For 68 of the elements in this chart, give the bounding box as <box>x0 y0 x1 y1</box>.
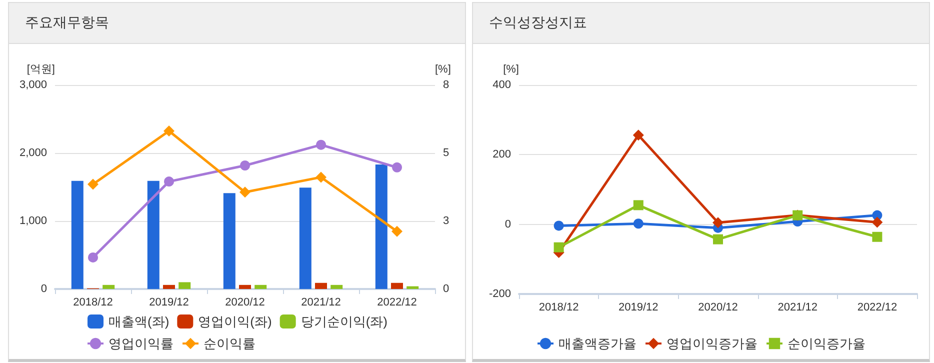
y-tick-label: 200 <box>492 148 511 161</box>
bar <box>178 282 191 289</box>
point <box>632 130 644 141</box>
x-tick-label: 2018/12 <box>73 296 113 308</box>
legend-label: 영업이익률 <box>108 336 174 351</box>
bar <box>163 284 175 289</box>
point <box>872 216 883 228</box>
bar <box>299 188 312 289</box>
legend-label: 순이익률 <box>204 336 256 351</box>
point <box>316 172 326 183</box>
y2-tick-label: 5 <box>443 147 450 159</box>
chart-title: 수익성장성지표 <box>473 3 929 44</box>
bar <box>102 284 115 289</box>
bar <box>223 193 236 289</box>
bar <box>391 282 403 289</box>
y2-axis-title: [%] <box>435 64 451 76</box>
bar <box>330 284 343 289</box>
bar <box>71 180 84 289</box>
y-axis-title: [%] <box>503 64 519 76</box>
point <box>88 252 98 262</box>
y-tick-label: 3,000 <box>19 79 47 91</box>
point <box>164 125 174 136</box>
legend-label: 영업이익증가율 <box>666 336 758 351</box>
y-tick-label: 2,000 <box>19 147 47 159</box>
x-tick-label: 2022/12 <box>857 302 898 314</box>
legend-label: 매출액증가율 <box>558 336 636 351</box>
bar <box>315 282 327 289</box>
point <box>633 200 644 210</box>
point <box>554 242 564 252</box>
y-axis-title: [억원] <box>26 64 55 76</box>
bar <box>147 180 160 289</box>
x-tick-label: 2021/12 <box>301 296 341 308</box>
point <box>316 140 326 150</box>
bar <box>375 164 388 289</box>
legend-label: 매출액(좌) <box>108 314 170 329</box>
y-tick-label: 400 <box>492 79 511 91</box>
y-tick-label: 1,000 <box>19 215 47 227</box>
point <box>164 176 174 187</box>
bar <box>406 286 419 289</box>
bar <box>239 284 251 289</box>
bar <box>254 284 267 289</box>
x-tick-label: 2020/12 <box>225 296 265 308</box>
point <box>240 186 250 198</box>
x-tick-label: 2020/12 <box>698 302 738 314</box>
legend-label: 순이익증가율 <box>788 336 866 351</box>
x-tick-label: 2019/12 <box>149 296 189 308</box>
point <box>633 218 644 229</box>
point <box>713 234 723 244</box>
y2-tick-label: 8 <box>443 79 450 91</box>
point <box>88 178 98 190</box>
chart-title: 주요재무항목 <box>9 3 465 44</box>
x-tick-label: 2022/12 <box>377 296 417 308</box>
point <box>872 232 882 242</box>
y-tick-label: 0 <box>40 283 47 295</box>
point <box>392 226 402 237</box>
legend-label: 당기순이익(좌) <box>300 314 388 329</box>
point <box>554 220 564 231</box>
x-tick-label: 2021/12 <box>778 302 818 314</box>
x-tick-label: 2018/12 <box>538 302 579 314</box>
point <box>240 160 250 171</box>
point <box>392 162 402 172</box>
y-tick-label: 0 <box>504 218 511 230</box>
y2-tick-label: 3 <box>443 215 450 227</box>
y2-tick-label: 0 <box>443 283 450 295</box>
x-tick-label: 2019/12 <box>618 302 658 314</box>
point <box>712 217 724 228</box>
y-tick-label: -200 <box>488 288 511 300</box>
legend-label: 영업이익(좌) <box>198 314 272 329</box>
